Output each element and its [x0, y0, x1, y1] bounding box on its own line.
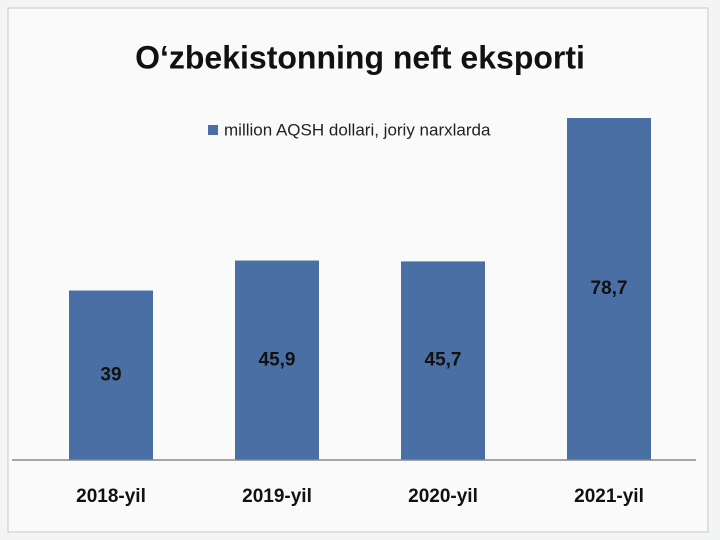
x-tick-label: 2018-yil [76, 486, 146, 507]
x-tick-label: 2020-yil [408, 486, 478, 507]
x-tick-label: 2021-yil [574, 486, 644, 507]
value-label: 45,7 [425, 350, 462, 371]
value-label: 45,9 [259, 349, 296, 370]
value-label: 39 [100, 364, 121, 385]
bar [567, 118, 651, 460]
bar [69, 290, 153, 460]
chart-title: O‘zbekistonning neft eksporti [135, 39, 585, 75]
bar [401, 261, 485, 460]
bar [235, 260, 319, 460]
legend-swatch [208, 125, 218, 135]
legend-label: million AQSH dollari, joriy narxlarda [224, 120, 491, 139]
x-tick-label: 2019-yil [242, 486, 312, 507]
value-label: 78,7 [591, 278, 628, 299]
